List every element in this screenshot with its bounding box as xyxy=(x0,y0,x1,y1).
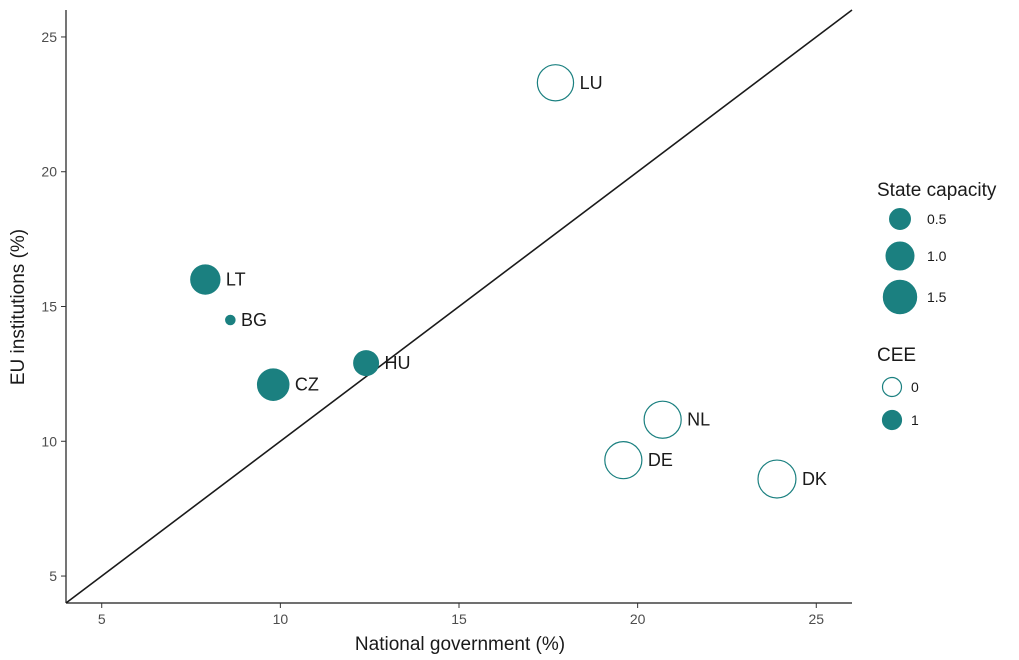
point-dk xyxy=(757,459,797,499)
point-label-cz: CZ xyxy=(295,375,319,395)
point-de xyxy=(604,441,643,480)
legend-size-key xyxy=(889,208,911,230)
point-nl xyxy=(643,400,682,439)
y-tick-label: 5 xyxy=(49,568,57,584)
data-points: LU LT BG CZ HU NL DE DK xyxy=(190,64,827,499)
x-tick-label: 10 xyxy=(273,611,289,627)
x-tick-label: 25 xyxy=(808,611,824,627)
point-cz xyxy=(256,368,290,401)
y-tick-label: 25 xyxy=(41,29,57,45)
point-label-de: DE xyxy=(648,450,673,470)
point-label-bg: BG xyxy=(241,310,267,330)
x-axis-title: National government (%) xyxy=(355,634,565,655)
legend-cee-label: 1 xyxy=(911,412,919,428)
y-tick-label: 10 xyxy=(41,433,57,449)
reference-line xyxy=(65,9,853,604)
legend-size-label: 0.5 xyxy=(927,211,947,227)
legend-size-label: 1.5 xyxy=(927,289,947,305)
point-label-hu: HU xyxy=(385,353,411,373)
point-label-dk: DK xyxy=(802,469,827,489)
legend-title-cee: CEE xyxy=(877,345,916,366)
legend-cee-key xyxy=(881,409,903,431)
point-label-lu: LU xyxy=(580,73,603,93)
point-lu xyxy=(536,64,575,102)
legend-cee-key xyxy=(881,376,903,398)
legend-cee-label: 0 xyxy=(911,379,919,395)
legend-size-key xyxy=(882,279,918,315)
y-tick-label: 15 xyxy=(41,299,57,315)
x-tick-label: 20 xyxy=(630,611,646,627)
point-lt xyxy=(190,264,221,295)
y-axis-title: EU institutions (%) xyxy=(8,229,29,385)
x-tick-label: 5 xyxy=(98,611,106,627)
axes: 5 10 15 20 25 5 10 15 20 25 xyxy=(41,10,852,627)
point-hu xyxy=(353,350,380,377)
point-bg xyxy=(225,314,236,326)
legend-size-key xyxy=(885,241,915,271)
x-tick-label: 15 xyxy=(451,611,467,627)
legend-title-size: State capacity xyxy=(877,180,997,201)
point-label-lt: LT xyxy=(226,270,246,290)
legend-size-label: 1.0 xyxy=(927,248,947,264)
y-tick-label: 20 xyxy=(41,164,57,180)
point-label-nl: NL xyxy=(687,410,710,430)
plot-area xyxy=(65,9,853,604)
legend: State capacity 0.5 1.0 1.5 CEE 0 1 xyxy=(877,180,997,431)
